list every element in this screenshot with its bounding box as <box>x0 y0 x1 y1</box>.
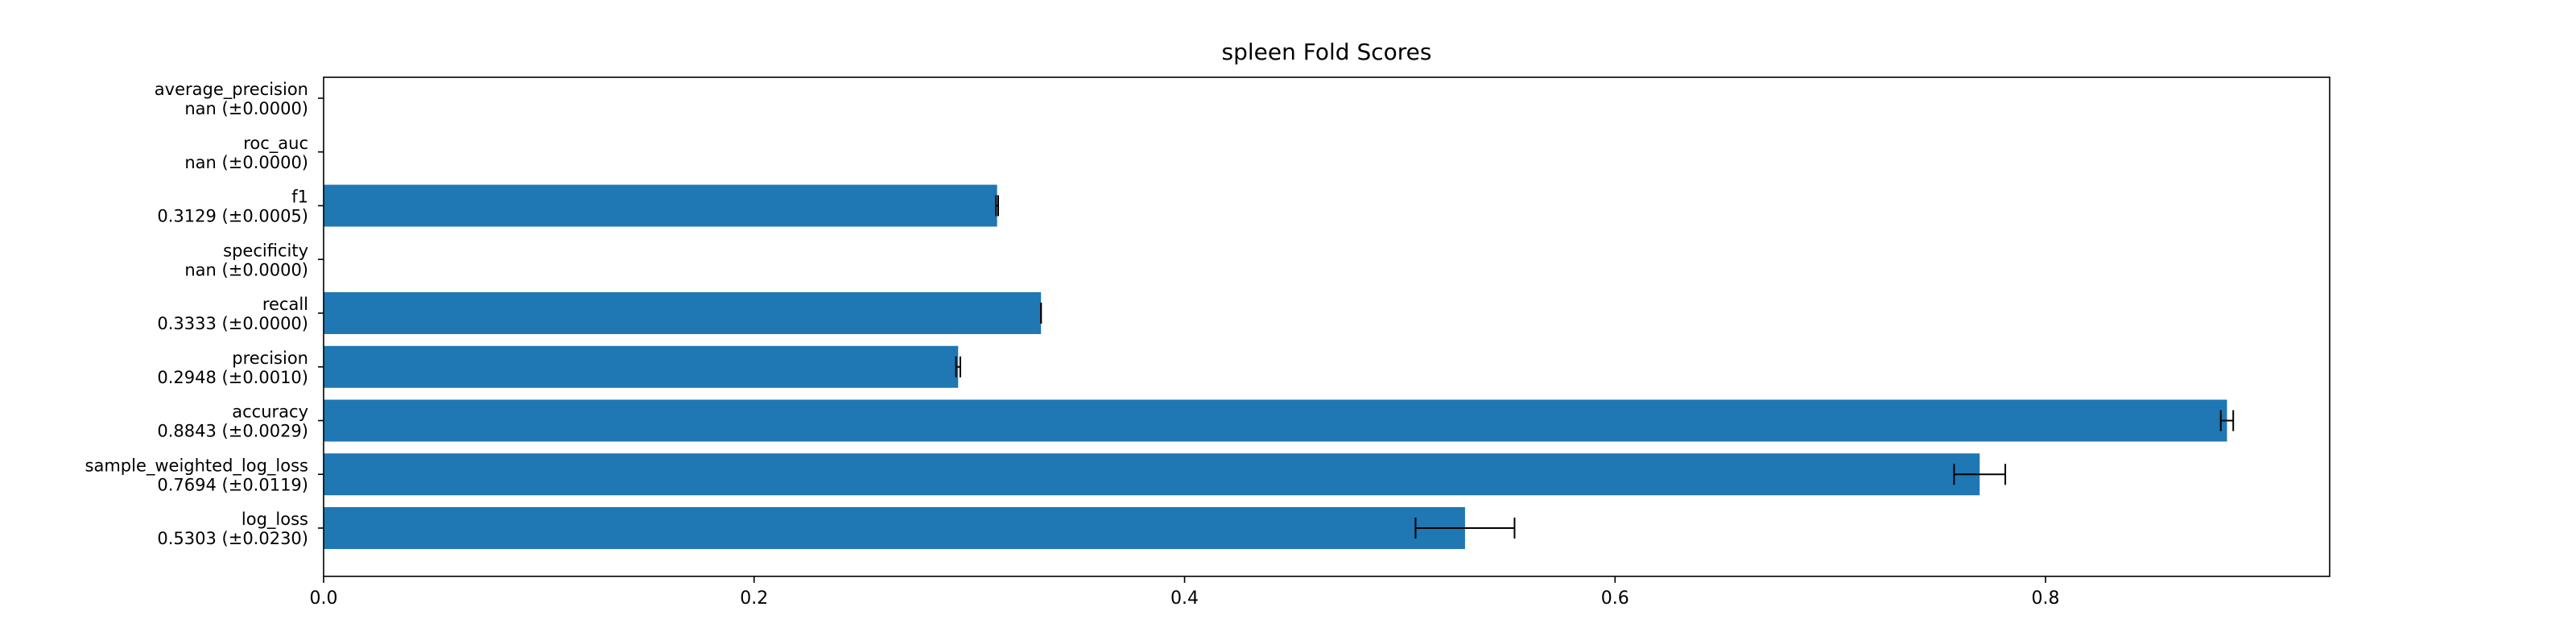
x-tick-label-0: 0.0 <box>310 588 338 609</box>
x-tick-label-3: 0.6 <box>1601 588 1629 609</box>
chart-title: spleen Fold Scores <box>1222 39 1432 65</box>
error-bars-layer <box>955 195 2235 539</box>
y-tick-name-sample_weighted_log_loss: sample_weighted_log_loss <box>85 456 308 476</box>
x-tick-label-1: 0.2 <box>740 588 768 609</box>
y-tick-name-accuracy: accuracy <box>232 402 308 422</box>
y-tick-value-roc_auc: nan (±0.0000) <box>184 153 308 172</box>
y-tick-value-accuracy: 0.8843 (±0.0029) <box>157 422 308 441</box>
error-bar-precision <box>955 356 961 378</box>
bar-log_loss <box>324 507 1465 549</box>
y-tick-name-recall: recall <box>262 295 308 314</box>
y-tick-value-average_precision: nan (±0.0000) <box>184 99 308 118</box>
error-bar-log_loss <box>1414 518 1516 539</box>
error-bar-sample_weighted_log_loss <box>1953 464 2007 485</box>
bar-sample_weighted_log_loss <box>324 453 1980 496</box>
y-tick-name-roc_auc: roc_auc <box>243 134 308 154</box>
y-tick-name-f1: f1 <box>291 188 308 207</box>
bar-accuracy <box>324 399 2227 442</box>
y-tick-name-average_precision: average_precision <box>155 80 308 100</box>
x-tick-label-4: 0.8 <box>2032 588 2060 609</box>
error-bar-f1 <box>995 195 999 217</box>
y-tick-name-log_loss: log_loss <box>242 510 308 530</box>
bar-precision <box>324 345 959 388</box>
y-tick-value-f1: 0.3129 (±0.0005) <box>157 207 308 226</box>
y-tick-value-log_loss: 0.5303 (±0.0230) <box>157 529 308 548</box>
y-tick-value-sample_weighted_log_loss: 0.7694 (±0.0119) <box>157 475 308 494</box>
x-axis-ticks: 0.0 0.2 0.4 0.6 0.8 <box>310 576 2060 609</box>
y-tick-name-precision: precision <box>232 349 308 368</box>
x-tick-label-2: 0.4 <box>1170 588 1199 609</box>
y-tick-value-recall: 0.3333 (±0.0000) <box>157 314 308 333</box>
bar-recall <box>324 292 1042 334</box>
error-bar-accuracy <box>2219 410 2235 431</box>
y-tick-value-specificity: nan (±0.0000) <box>184 260 308 279</box>
bars-layer <box>324 184 2227 549</box>
y-tick-name-specificity: specificity <box>223 241 308 260</box>
plot-frame <box>323 76 2330 577</box>
y-tick-value-precision: 0.2948 (±0.0010) <box>157 368 308 387</box>
bar-f1 <box>324 184 997 227</box>
